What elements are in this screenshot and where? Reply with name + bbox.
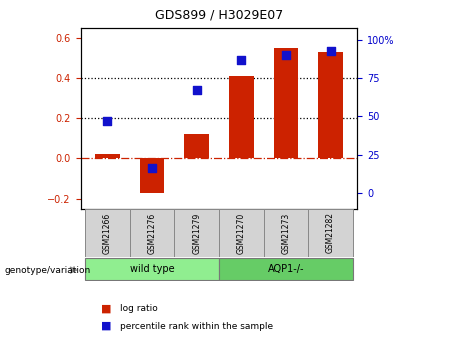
FancyBboxPatch shape [219, 209, 264, 257]
Text: GSM21276: GSM21276 [148, 212, 157, 254]
FancyBboxPatch shape [130, 209, 174, 257]
FancyBboxPatch shape [85, 258, 219, 280]
Point [327, 48, 334, 53]
Bar [274, 48, 298, 158]
FancyBboxPatch shape [174, 209, 219, 257]
Text: GDS899 / H3029E07: GDS899 / H3029E07 [155, 9, 283, 22]
Text: ■: ■ [101, 321, 112, 331]
Text: GSM21282: GSM21282 [326, 213, 335, 253]
Bar [184, 134, 209, 158]
FancyBboxPatch shape [308, 209, 353, 257]
Bar [140, 158, 164, 193]
Text: GSM21279: GSM21279 [192, 212, 201, 254]
Point [104, 118, 111, 124]
Text: GSM21270: GSM21270 [237, 212, 246, 254]
Text: ■: ■ [101, 304, 112, 314]
Text: GSM21273: GSM21273 [281, 212, 290, 254]
Bar [318, 52, 343, 158]
FancyBboxPatch shape [219, 258, 353, 280]
Point [148, 166, 156, 171]
Bar [95, 155, 120, 158]
Point [282, 52, 290, 58]
FancyBboxPatch shape [85, 209, 130, 257]
Text: wild type: wild type [130, 264, 174, 274]
Text: log ratio: log ratio [120, 304, 158, 313]
Text: GSM21266: GSM21266 [103, 212, 112, 254]
FancyBboxPatch shape [264, 209, 308, 257]
Text: AQP1-/-: AQP1-/- [268, 264, 304, 274]
Text: percentile rank within the sample: percentile rank within the sample [120, 322, 273, 331]
Bar [229, 76, 254, 158]
Point [237, 57, 245, 62]
Point [193, 88, 201, 93]
Text: genotype/variation: genotype/variation [5, 266, 91, 275]
